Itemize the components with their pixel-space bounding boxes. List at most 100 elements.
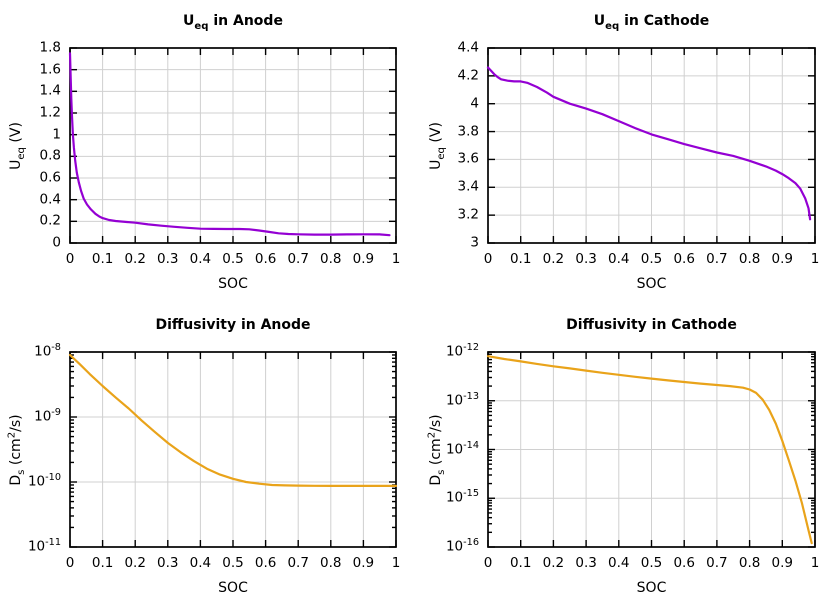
y-tick-label: 10-13 — [445, 390, 479, 408]
subplot-ueq-anode: Ueq in Anode SOC Ueq (V) 0 0.1 0.2 0.3 0.4 0.… — [0, 0, 420, 300]
x-tick-label: 0 — [65, 251, 75, 267]
x-tick-label: 0.2 — [542, 251, 565, 267]
chart-title: Diffusivity in Anode — [155, 317, 311, 333]
y-tick-label: 4.4 — [457, 39, 479, 56]
chart-title: Ueq in Anode — [183, 13, 283, 32]
chart-canvas-ueq-cathode — [486, 47, 816, 244]
x-tick-label: 0.1 — [509, 251, 532, 267]
x-tick-label: 0.9 — [771, 555, 794, 571]
x-tick-label: 0.1 — [91, 251, 114, 267]
plot-border — [69, 351, 397, 548]
y-tick-label: 10-14 — [445, 439, 479, 457]
y-tick-label: 0.4 — [39, 190, 61, 207]
x-tick-label: 0.1 — [509, 555, 532, 571]
y-tick-label: 10-15 — [445, 488, 479, 506]
x-tick-label: 1 — [810, 555, 820, 571]
x-tick-label: 0.9 — [771, 251, 794, 267]
x-tick-label: 0.8 — [320, 555, 342, 571]
subplot-ueq-cathode: Ueq in Cathode SOC Ueq (V) 0 0.1 0.2 0.3 0.4… — [420, 0, 840, 300]
x-tick-label: 0.4 — [189, 251, 212, 267]
y-tick-label: 0.2 — [39, 212, 61, 229]
y-axis-label: Ueq (V) — [428, 121, 447, 170]
plot-border — [69, 47, 397, 244]
x-axis-label: SOC — [636, 276, 667, 292]
y-tick-label: 1.6 — [39, 60, 61, 77]
x-axis-label: SOC — [218, 276, 248, 292]
x-tick-label: 0.6 — [254, 251, 277, 267]
x-tick-label: 0.6 — [254, 555, 277, 571]
x-tick-label: 0.3 — [157, 251, 179, 267]
y-tick-label: 3.4 — [457, 178, 479, 195]
y-tick-label: 4 — [470, 94, 479, 111]
grid — [488, 48, 815, 243]
y-tick-label: 1 — [52, 125, 61, 142]
y-axis-label: Ueq (V) — [8, 121, 27, 170]
x-tick-label: 0.6 — [673, 555, 695, 571]
x-tick-label: 0 — [483, 555, 493, 571]
grid — [70, 352, 396, 547]
x-tick-label: 0.1 — [91, 555, 114, 571]
y-tick-label: 10-10 — [27, 471, 61, 490]
chart-title: Diffusivity in Cathode — [566, 317, 737, 333]
chart-canvas-diffusivity-anode — [68, 351, 398, 548]
y-tick-label: 3.8 — [457, 122, 479, 139]
x-tick-label: 0.9 — [352, 251, 375, 267]
x-tick-label: 1 — [810, 251, 820, 267]
chart-canvas-ueq-anode — [68, 47, 397, 244]
y-axis-label: Ds (cm2/s) — [426, 413, 447, 486]
y-tick-label: 3 — [470, 234, 479, 251]
subplot-diffusivity-anode: Diffusivity in Anode SOC Ds (cm2/s) 0 0.1… — [0, 300, 420, 600]
x-tick-label: 0.8 — [320, 251, 342, 267]
x-tick-label: 0.4 — [608, 251, 630, 267]
y-tick-label: 10-11 — [27, 536, 61, 555]
x-tick-label: 0.9 — [352, 555, 375, 571]
grid — [70, 48, 396, 243]
x-tick-label: 1 — [391, 555, 401, 571]
x-tick-label: 0.5 — [640, 251, 663, 267]
x-tick-label: 0.3 — [157, 555, 179, 571]
plot-border — [487, 351, 816, 548]
grid — [488, 352, 815, 547]
x-tick-label: 0.2 — [124, 251, 146, 267]
x-tick-label: 0.8 — [738, 251, 761, 267]
y-tick-label: 10-16 — [445, 536, 479, 555]
x-tick-label: 1 — [391, 251, 401, 267]
y-tick-label: 1.4 — [39, 82, 61, 99]
x-tick-label: 0 — [483, 251, 493, 267]
x-tick-label: 0.8 — [738, 555, 761, 571]
y-tick-label: 0.8 — [39, 147, 61, 164]
x-tick-label: 0.2 — [542, 555, 565, 571]
plot-border — [487, 47, 816, 244]
y-tick-label: 10-12 — [445, 341, 479, 360]
x-axis-label: SOC — [218, 580, 248, 596]
x-tick-label: 0.5 — [640, 555, 663, 571]
series-line — [486, 66, 812, 221]
x-tick-label: 0.5 — [222, 251, 244, 267]
x-tick-label: 0.7 — [287, 251, 309, 267]
y-tick-label: 0 — [52, 234, 61, 251]
chart-title: Ueq in Cathode — [593, 13, 710, 32]
x-axis-label: SOC — [636, 580, 667, 596]
series-line — [486, 355, 813, 545]
y-tick-label: 4.2 — [457, 67, 479, 84]
y-tick-label: 10-9 — [34, 406, 61, 425]
y-tick-label: 10-8 — [34, 341, 61, 360]
x-tick-label: 0.2 — [124, 555, 146, 571]
x-tick-label: 0.7 — [287, 555, 309, 571]
series-line — [68, 52, 391, 237]
y-tick-label: 3.2 — [457, 206, 479, 223]
x-tick-label: 0.3 — [575, 251, 597, 267]
x-tick-label: 0.3 — [575, 555, 597, 571]
x-tick-label: 0.6 — [673, 251, 695, 267]
x-tick-label: 0.4 — [608, 555, 630, 571]
x-tick-label: 0 — [65, 555, 75, 571]
x-tick-label: 0.4 — [189, 555, 212, 571]
y-tick-label: 1.2 — [39, 104, 61, 121]
x-tick-label: 0.5 — [222, 555, 244, 571]
chart-canvas-diffusivity-cathode — [486, 351, 816, 548]
x-tick-label: 0.7 — [706, 251, 728, 267]
y-axis-label: Ds (cm2/s) — [6, 413, 27, 486]
x-tick-label: 0.7 — [706, 555, 728, 571]
